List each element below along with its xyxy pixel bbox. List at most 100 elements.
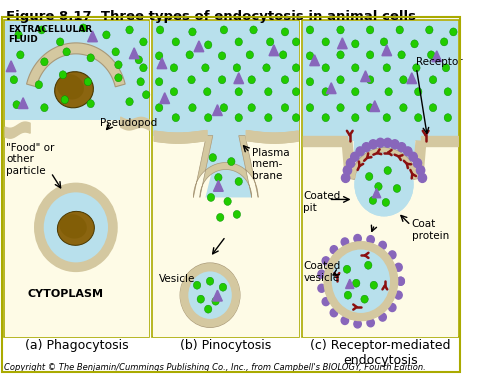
Circle shape xyxy=(366,172,373,180)
Circle shape xyxy=(206,277,214,285)
Circle shape xyxy=(63,48,70,56)
Circle shape xyxy=(354,153,414,216)
Circle shape xyxy=(337,51,344,59)
Circle shape xyxy=(322,257,330,265)
Circle shape xyxy=(208,194,214,201)
Circle shape xyxy=(180,263,240,327)
Circle shape xyxy=(114,61,122,69)
Circle shape xyxy=(235,114,242,122)
FancyBboxPatch shape xyxy=(4,21,149,129)
Circle shape xyxy=(388,251,396,259)
Circle shape xyxy=(40,104,48,112)
Text: Receptor: Receptor xyxy=(416,57,463,67)
Circle shape xyxy=(140,38,147,46)
Circle shape xyxy=(322,38,330,46)
Circle shape xyxy=(266,38,274,46)
Circle shape xyxy=(382,198,390,206)
Text: "Food" or
other
particle: "Food" or other particle xyxy=(6,142,55,176)
Circle shape xyxy=(156,26,164,34)
Circle shape xyxy=(342,174,350,182)
Circle shape xyxy=(280,51,287,59)
FancyBboxPatch shape xyxy=(152,20,299,337)
Circle shape xyxy=(194,281,201,289)
Polygon shape xyxy=(370,101,380,111)
Circle shape xyxy=(13,101,20,109)
Polygon shape xyxy=(36,54,116,87)
Circle shape xyxy=(218,76,226,84)
Circle shape xyxy=(212,297,220,305)
Circle shape xyxy=(318,270,326,278)
Circle shape xyxy=(404,147,412,156)
FancyBboxPatch shape xyxy=(304,141,458,337)
Circle shape xyxy=(188,76,195,84)
Text: Coat
protein: Coat protein xyxy=(412,219,449,241)
Circle shape xyxy=(61,96,68,104)
Circle shape xyxy=(186,51,194,59)
Circle shape xyxy=(350,152,359,161)
Circle shape xyxy=(306,52,314,60)
Circle shape xyxy=(400,104,407,112)
Circle shape xyxy=(59,71,66,79)
Circle shape xyxy=(306,104,314,112)
FancyBboxPatch shape xyxy=(304,21,458,141)
Circle shape xyxy=(306,78,314,86)
Circle shape xyxy=(400,76,407,84)
Circle shape xyxy=(39,188,113,267)
Circle shape xyxy=(318,284,326,292)
Circle shape xyxy=(426,26,433,34)
Circle shape xyxy=(233,64,240,72)
Polygon shape xyxy=(206,136,252,198)
Circle shape xyxy=(189,104,196,112)
FancyBboxPatch shape xyxy=(152,136,299,337)
Circle shape xyxy=(322,88,330,96)
Text: Copyright © The Benjamin/Cummings Publishing Co., Inc., from Campbell's BIOLOGY,: Copyright © The Benjamin/Cummings Publis… xyxy=(4,363,426,372)
Circle shape xyxy=(263,64,270,72)
Text: Coated
pit: Coated pit xyxy=(304,192,341,213)
Circle shape xyxy=(366,76,374,84)
Circle shape xyxy=(282,104,288,112)
Circle shape xyxy=(328,245,394,317)
Circle shape xyxy=(383,114,390,122)
Ellipse shape xyxy=(56,74,84,99)
Circle shape xyxy=(246,51,254,59)
Text: (c) Receptor-mediated
endocytosis: (c) Receptor-mediated endocytosis xyxy=(310,339,450,367)
Polygon shape xyxy=(160,93,170,104)
Polygon shape xyxy=(214,180,223,191)
Circle shape xyxy=(352,40,359,48)
Circle shape xyxy=(40,58,48,66)
Polygon shape xyxy=(212,105,222,116)
Text: Vesicle: Vesicle xyxy=(159,274,196,284)
Circle shape xyxy=(361,295,368,303)
Circle shape xyxy=(354,320,362,328)
Circle shape xyxy=(341,238,348,246)
Circle shape xyxy=(250,26,257,34)
Circle shape xyxy=(170,64,177,72)
Circle shape xyxy=(346,159,354,168)
FancyBboxPatch shape xyxy=(152,21,299,136)
Circle shape xyxy=(235,177,242,186)
Circle shape xyxy=(380,38,388,46)
Circle shape xyxy=(322,114,330,122)
Circle shape xyxy=(292,114,300,122)
Polygon shape xyxy=(326,83,336,94)
Circle shape xyxy=(354,234,362,243)
Polygon shape xyxy=(407,73,416,84)
Circle shape xyxy=(374,183,382,190)
Circle shape xyxy=(112,48,120,56)
Circle shape xyxy=(409,152,418,161)
Circle shape xyxy=(172,38,180,46)
Circle shape xyxy=(282,28,288,36)
Polygon shape xyxy=(269,45,278,56)
Circle shape xyxy=(204,41,212,49)
Circle shape xyxy=(376,138,384,147)
Circle shape xyxy=(80,24,87,32)
Text: CYTOPLASM: CYTOPLASM xyxy=(28,289,104,299)
Circle shape xyxy=(395,263,402,271)
Circle shape xyxy=(414,114,422,122)
Polygon shape xyxy=(372,189,381,198)
Circle shape xyxy=(366,51,374,59)
Ellipse shape xyxy=(58,211,94,245)
Circle shape xyxy=(170,88,177,96)
Circle shape xyxy=(344,291,352,299)
Circle shape xyxy=(114,74,122,82)
